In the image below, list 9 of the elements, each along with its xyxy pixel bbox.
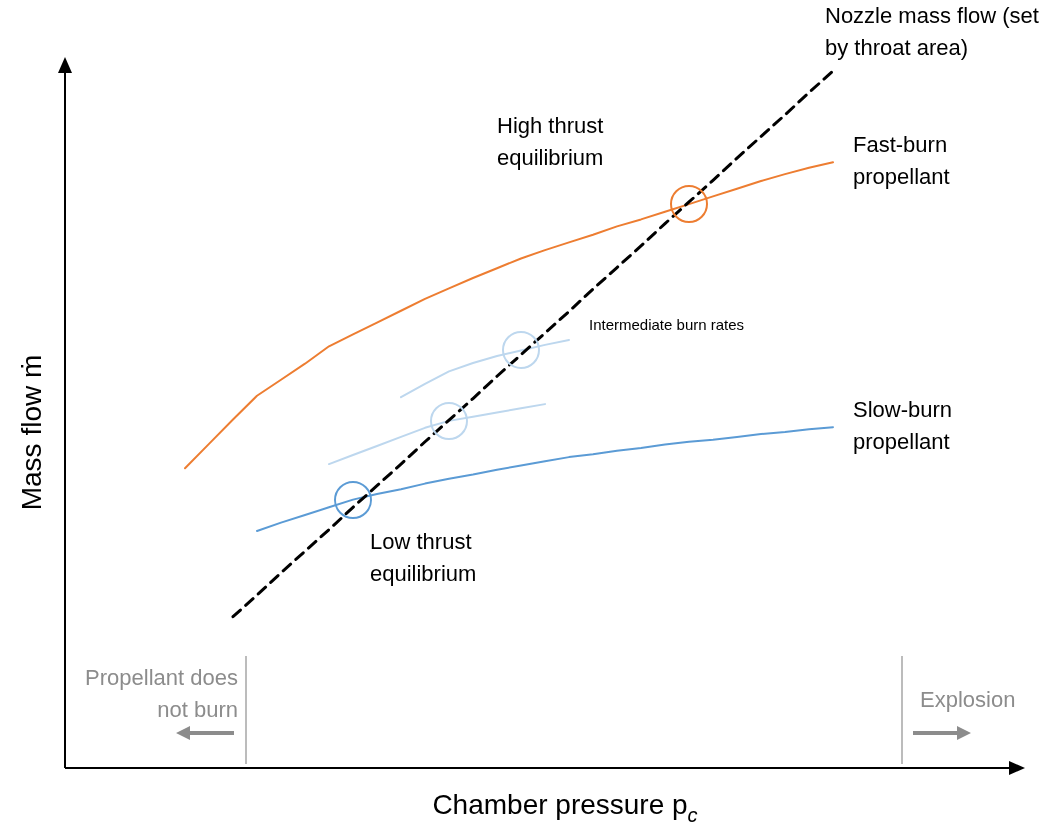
annotation: High thrust equilibrium (497, 113, 604, 170)
series-label: Intermediate burn rates (589, 316, 745, 334)
series-label: Slow-burn propellant (853, 397, 953, 455)
series-label: Nozzle mass flow (set by throat area) (825, 2, 1039, 60)
annotation: Propellant does not burn (85, 665, 238, 722)
annotation: Low thrust equilibrium (370, 529, 477, 586)
y-axis-title: Mass flow ṁ (16, 354, 47, 511)
text: Explosion (920, 687, 1016, 712)
series-label: Fast-burn propellant (853, 132, 950, 190)
